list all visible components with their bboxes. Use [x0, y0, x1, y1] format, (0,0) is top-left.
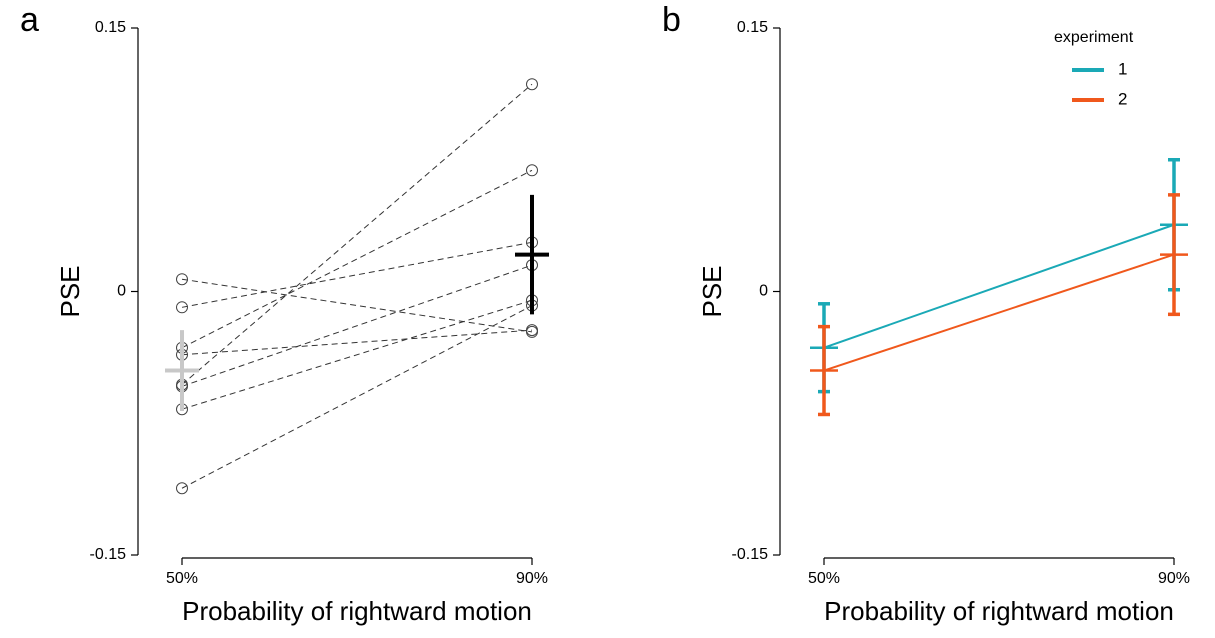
- subject-point: [526, 78, 538, 91]
- y-tick-label: 0.15: [737, 19, 768, 36]
- x-tick-label: 90%: [1158, 570, 1190, 587]
- x-tick-label: 50%: [808, 570, 840, 587]
- legend-title: experiment: [1054, 29, 1134, 46]
- subject-point: [176, 273, 188, 286]
- subject-line: [181, 241, 533, 308]
- panel-label: b: [662, 1, 681, 39]
- y-axis-label: PSE: [55, 265, 85, 317]
- subject-line: [181, 264, 533, 387]
- y-tick-label: 0: [759, 283, 768, 300]
- subject-line: [181, 299, 533, 410]
- subject-point: [526, 324, 538, 337]
- subject-point: [526, 164, 538, 177]
- legend-label: 2: [1118, 89, 1127, 108]
- y-tick-label: 0.15: [95, 19, 126, 36]
- series-line: [823, 253, 1175, 372]
- panel-label: a: [20, 1, 39, 39]
- series-line: [823, 223, 1175, 349]
- subject-line: [181, 278, 533, 333]
- subject-line: [181, 169, 533, 349]
- subject-line: [181, 329, 533, 356]
- legend-label: 1: [1118, 59, 1127, 78]
- y-tick-label: -0.15: [732, 546, 769, 563]
- y-tick-label: 0: [117, 283, 126, 300]
- subject-line: [181, 83, 533, 385]
- x-axis-label: Probability of rightward motion: [182, 596, 532, 626]
- subject-point: [176, 301, 188, 314]
- x-tick-label: 50%: [166, 570, 198, 587]
- x-axis-label: Probability of rightward motion: [824, 596, 1174, 626]
- subject-point: [176, 482, 188, 495]
- subject-line: [181, 305, 533, 489]
- y-axis-label: PSE: [697, 265, 727, 317]
- y-tick-label: -0.15: [90, 546, 127, 563]
- x-tick-label: 90%: [516, 570, 548, 587]
